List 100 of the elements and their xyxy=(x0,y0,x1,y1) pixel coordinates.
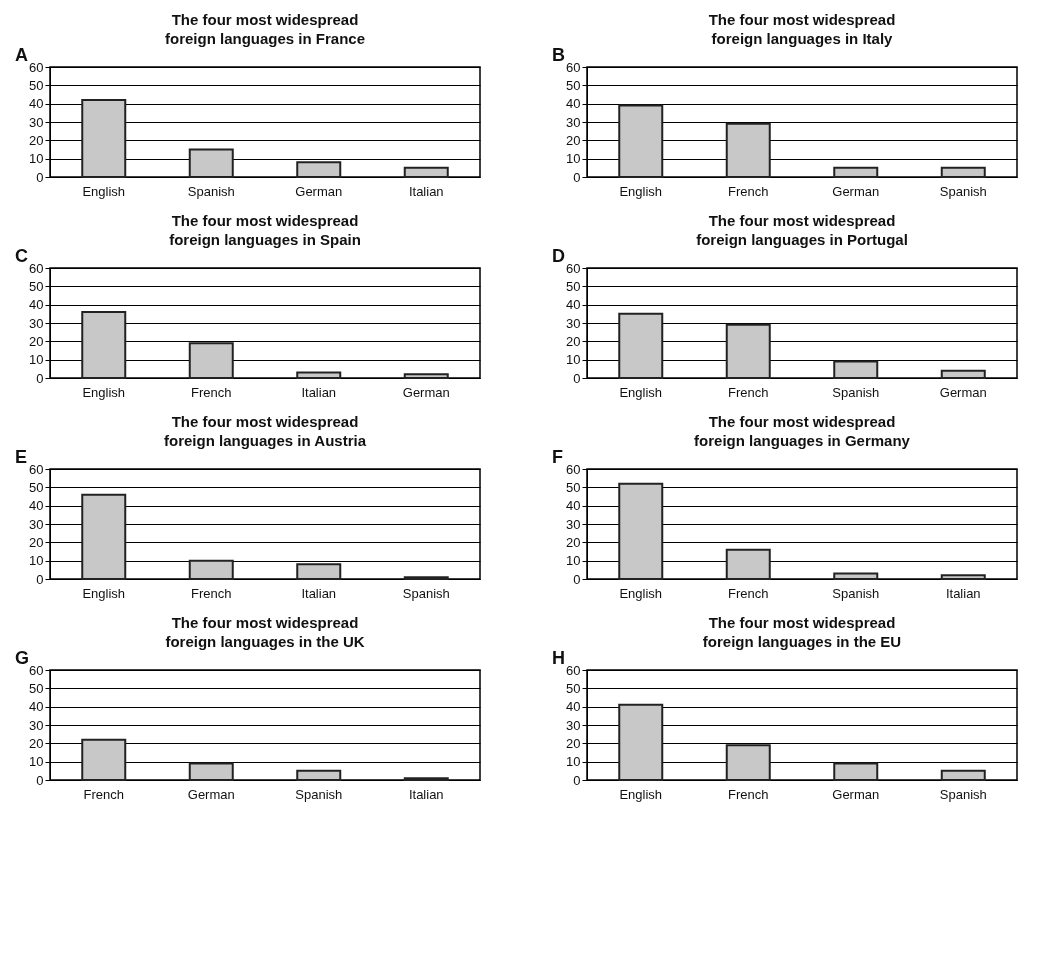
x-tick-label: French xyxy=(728,183,769,199)
y-tick-label: 10 xyxy=(29,352,44,368)
bar xyxy=(403,166,449,178)
chart-title: The four most widespread foreign languages in Portugal xyxy=(696,212,908,248)
y-tick-label: 30 xyxy=(566,114,581,130)
y-tick-label: 40 xyxy=(566,498,581,514)
y-tick-label: 20 xyxy=(566,132,581,148)
text: E xyxy=(15,447,28,467)
x-tick-label: Spanish xyxy=(295,786,343,802)
bar xyxy=(618,482,664,580)
text: D xyxy=(552,246,565,266)
x-tick-label: French xyxy=(191,384,232,400)
y-tick-label: 60 xyxy=(29,59,44,75)
bar xyxy=(188,148,234,178)
bar xyxy=(725,548,771,580)
bar xyxy=(296,161,342,178)
y-tick-label: 50 xyxy=(29,479,44,495)
y-tick-label: 50 xyxy=(566,278,581,294)
y-tick-label: 20 xyxy=(566,333,581,349)
y-tick-label: 20 xyxy=(29,333,44,349)
y-tick-label: 40 xyxy=(29,297,44,313)
x-tick-label: Spanish xyxy=(832,384,880,400)
y-tick-label: 0 xyxy=(573,370,581,386)
x-tick-label: English xyxy=(619,585,663,601)
chart-title: The four most widespread foreign languages in Spain xyxy=(169,212,361,248)
x-tick-label: German xyxy=(402,384,450,400)
y-tick-label: 30 xyxy=(29,717,44,733)
y-tick-label: 20 xyxy=(29,534,44,550)
bar xyxy=(725,744,771,781)
y-tick-label: 10 xyxy=(29,151,44,167)
chart-title: The four most widespread foreign languages in Italy xyxy=(708,11,896,47)
x-tick-label: Spanish xyxy=(187,183,235,199)
bar xyxy=(81,493,127,580)
x-tick-label: German xyxy=(832,786,880,802)
y-tick-label: 30 xyxy=(566,516,581,532)
y-tick-label: 0 xyxy=(36,571,44,587)
bar xyxy=(403,373,449,379)
y-tick-label: 60 xyxy=(29,260,44,276)
x-tick-label: Italian xyxy=(945,585,981,601)
text: G xyxy=(15,648,30,668)
x-tick-label: Spanish xyxy=(832,585,880,601)
y-tick-label: 30 xyxy=(566,717,581,733)
bar xyxy=(725,122,771,178)
bar xyxy=(833,360,879,379)
y-tick-label: 40 xyxy=(566,96,581,112)
y-tick-label: 20 xyxy=(29,735,44,751)
bar xyxy=(940,769,986,781)
x-tick-label: French xyxy=(728,786,769,802)
bar xyxy=(618,312,664,379)
y-tick-label: 50 xyxy=(566,77,581,93)
y-tick-label: 0 xyxy=(573,169,581,185)
y-tick-label: 40 xyxy=(566,699,581,715)
y-tick-label: 30 xyxy=(29,516,44,532)
x-tick-label: French xyxy=(191,585,232,601)
bar xyxy=(833,762,879,781)
x-tick-label: Spanish xyxy=(939,786,987,802)
x-tick-label: German xyxy=(832,183,880,199)
chart-title: The four most widespread foreign languages in France xyxy=(164,11,366,47)
text: H xyxy=(552,648,565,668)
y-tick-label: 10 xyxy=(566,754,581,770)
x-tick-label: English xyxy=(82,183,126,199)
x-tick-label: Italian xyxy=(301,384,337,400)
text: A xyxy=(15,45,28,65)
y-tick-label: 60 xyxy=(566,662,581,678)
y-tick-label: 10 xyxy=(29,754,44,770)
bar xyxy=(296,769,342,781)
y-tick-label: 50 xyxy=(29,680,44,696)
y-tick-label: 60 xyxy=(29,662,44,678)
y-tick-label: 40 xyxy=(29,96,44,112)
y-tick-label: 20 xyxy=(566,735,581,751)
chart-title: The four most widespread foreign languages in Germany xyxy=(694,413,911,449)
y-tick-label: 10 xyxy=(566,553,581,569)
y-tick-label: 50 xyxy=(29,77,44,93)
y-tick-label: 40 xyxy=(566,297,581,313)
bar xyxy=(618,703,664,781)
y-tick-label: 20 xyxy=(29,132,44,148)
x-tick-label: German xyxy=(939,384,987,400)
bar xyxy=(940,369,986,379)
text: F xyxy=(552,447,563,467)
y-tick-label: 30 xyxy=(29,114,44,130)
x-tick-label: French xyxy=(83,786,124,802)
y-tick-label: 0 xyxy=(36,169,44,185)
y-tick-label: 0 xyxy=(573,571,581,587)
y-tick-label: 30 xyxy=(566,315,581,331)
bar xyxy=(296,371,342,379)
x-tick-label: German xyxy=(295,183,343,199)
bar xyxy=(296,563,342,580)
y-tick-label: 40 xyxy=(29,498,44,514)
y-tick-label: 50 xyxy=(566,479,581,495)
x-tick-label: English xyxy=(82,585,126,601)
y-tick-label: 60 xyxy=(566,59,581,75)
bar xyxy=(188,342,234,379)
bar xyxy=(940,166,986,178)
x-tick-label: Spanish xyxy=(402,585,450,601)
bar xyxy=(81,311,127,379)
x-tick-label: Spanish xyxy=(939,183,987,199)
y-tick-label: 60 xyxy=(29,461,44,477)
bar xyxy=(618,104,664,178)
bar xyxy=(81,738,127,781)
x-tick-label: English xyxy=(619,183,663,199)
